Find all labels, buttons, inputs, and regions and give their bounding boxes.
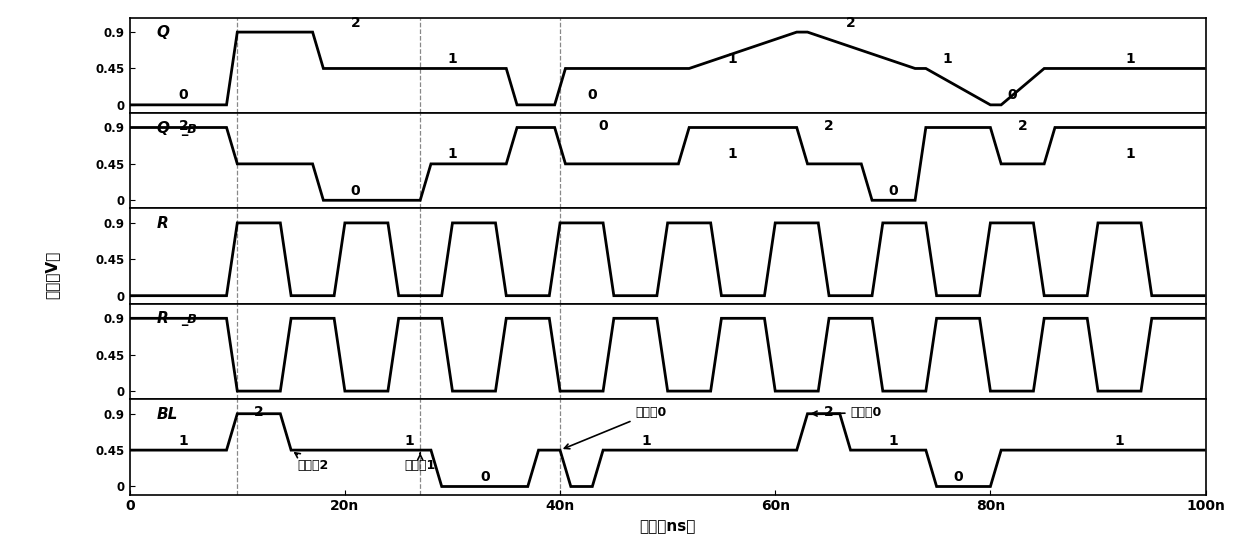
Text: 0: 0 bbox=[588, 88, 598, 103]
Text: 读逻辑0: 读逻辑0 bbox=[812, 406, 882, 419]
Text: _B: _B bbox=[181, 122, 197, 136]
Text: 2: 2 bbox=[254, 405, 264, 419]
Text: 0: 0 bbox=[179, 88, 188, 103]
Text: 读逻辑2: 读逻辑2 bbox=[295, 453, 329, 472]
Text: 0: 0 bbox=[351, 184, 361, 198]
Text: 2: 2 bbox=[179, 119, 188, 133]
Text: Q: Q bbox=[156, 25, 170, 40]
Text: BL: BL bbox=[156, 407, 179, 422]
X-axis label: 时间（ns）: 时间（ns） bbox=[640, 519, 696, 534]
Text: 1: 1 bbox=[728, 52, 737, 66]
Text: 读逻辑1: 读逻辑1 bbox=[404, 453, 435, 472]
Text: 2: 2 bbox=[846, 16, 856, 31]
Text: 2: 2 bbox=[825, 405, 833, 419]
Text: Q: Q bbox=[156, 121, 170, 136]
Text: 0: 0 bbox=[954, 470, 963, 484]
Text: 2: 2 bbox=[351, 16, 361, 31]
Text: 1: 1 bbox=[889, 434, 899, 447]
Text: R: R bbox=[156, 311, 169, 327]
Text: 0: 0 bbox=[1007, 88, 1017, 103]
Text: 1: 1 bbox=[404, 434, 414, 447]
Text: 1: 1 bbox=[1126, 148, 1135, 161]
Text: 1: 1 bbox=[448, 148, 458, 161]
Text: 1: 1 bbox=[728, 148, 737, 161]
Text: 1: 1 bbox=[179, 434, 188, 447]
Text: 1: 1 bbox=[1126, 52, 1135, 66]
Text: 2: 2 bbox=[825, 119, 833, 133]
Text: 0: 0 bbox=[889, 184, 898, 198]
Text: 1: 1 bbox=[942, 52, 952, 66]
Text: 读逻辑0: 读逻辑0 bbox=[564, 406, 667, 449]
Text: 1: 1 bbox=[448, 52, 458, 66]
Text: 1: 1 bbox=[641, 434, 651, 447]
Text: 0: 0 bbox=[598, 119, 608, 133]
Text: 2: 2 bbox=[1018, 119, 1028, 133]
Text: R: R bbox=[156, 216, 169, 231]
Text: 电压（V）: 电压（V） bbox=[45, 250, 60, 299]
Text: 1: 1 bbox=[1115, 434, 1125, 447]
Text: _B: _B bbox=[181, 313, 197, 327]
Text: 0: 0 bbox=[480, 470, 490, 484]
